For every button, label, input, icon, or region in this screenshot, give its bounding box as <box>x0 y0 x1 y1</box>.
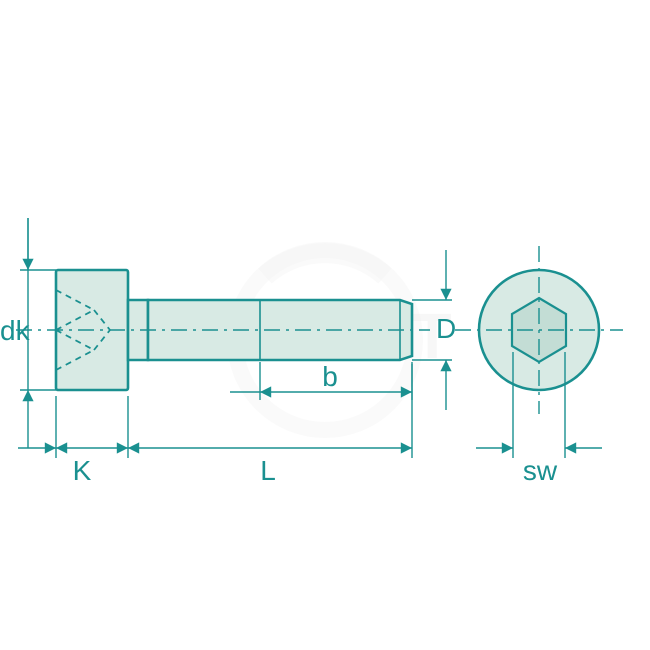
label-K: K <box>73 455 92 486</box>
technical-drawing: GRANIT <box>0 0 650 650</box>
label-L: L <box>260 455 276 486</box>
end-view <box>455 246 623 414</box>
side-view <box>16 270 430 390</box>
label-sw: sw <box>523 455 558 486</box>
label-D: D <box>436 313 456 344</box>
label-b: b <box>322 361 338 392</box>
dim-K <box>18 396 128 458</box>
label-dk: dk <box>0 315 31 346</box>
